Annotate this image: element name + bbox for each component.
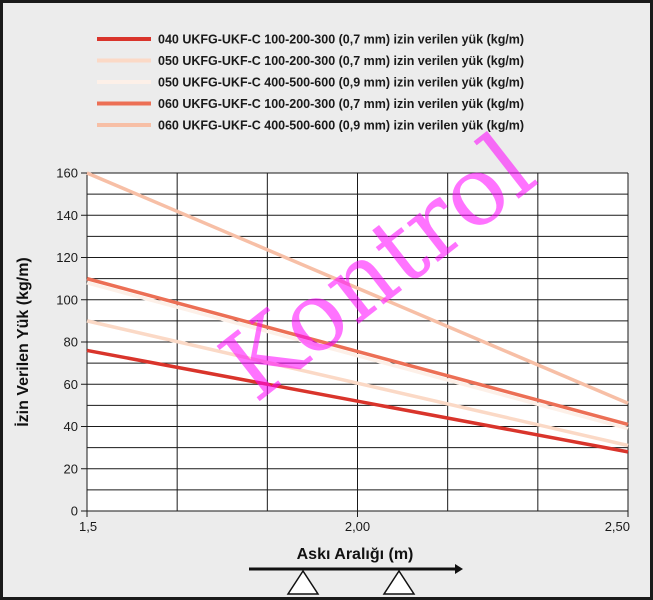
x-axis-ticks: 1,5 2,00 2,50 (79, 511, 630, 534)
y-tick-label: 120 (56, 250, 78, 265)
series-line-4 (86, 276, 629, 427)
legend-label-2: 050 UKFG-UKF-C 100-200-300 (0,7 mm) izin… (158, 54, 524, 68)
legend-label-4: 060 UKFG-UKF-C 100-200-300 (0,7 mm) izin… (158, 97, 524, 111)
x-tick-label: 2,00 (345, 519, 370, 534)
legend-label-1: 040 UKFG-UKF-C 100-200-300 (0,7 mm) izin… (158, 33, 524, 47)
beam-support-diagram (249, 564, 463, 595)
y-tick-label: 20 (64, 461, 78, 476)
beam-arrow-head (455, 564, 463, 574)
series-lines (86, 171, 629, 454)
series-line-1 (86, 348, 629, 454)
y-tick-label: 140 (56, 208, 78, 223)
y-axis-ticks: 0 20 40 60 80 100 120 140 160 (56, 166, 87, 519)
y-axis-title: İzin Verilen Yük (kg/m) (14, 257, 32, 427)
x-axis-title: Askı Aralığı (m) (297, 546, 414, 563)
x-tick-label: 2,50 (605, 519, 630, 534)
y-tick-label: 160 (56, 166, 78, 181)
legend-label-5: 060 UKFG-UKF-C 400-500-600 (0,9 mm) izin… (158, 119, 524, 133)
support-triangle-right (382, 569, 416, 595)
x-tick-label: 1,5 (79, 519, 97, 534)
y-tick-label: 100 (56, 292, 78, 307)
y-tick-label: 40 (64, 419, 78, 434)
series-line-2 (86, 319, 629, 448)
chart-svg: 040 UKFG-UKF-C 100-200-300 (0,7 mm) izin… (14, 33, 630, 595)
legend-label-3: 050 UKFG-UKF-C 400-500-600 (0,9 mm) izin… (158, 76, 524, 90)
y-tick-label: 0 (71, 504, 78, 519)
y-tick-label: 80 (64, 335, 78, 350)
legend: 040 UKFG-UKF-C 100-200-300 (0,7 mm) izin… (97, 33, 524, 133)
series-line-3 (86, 281, 629, 431)
series-line-5 (86, 171, 629, 405)
y-tick-label: 60 (64, 377, 78, 392)
support-triangle-left (286, 569, 320, 595)
